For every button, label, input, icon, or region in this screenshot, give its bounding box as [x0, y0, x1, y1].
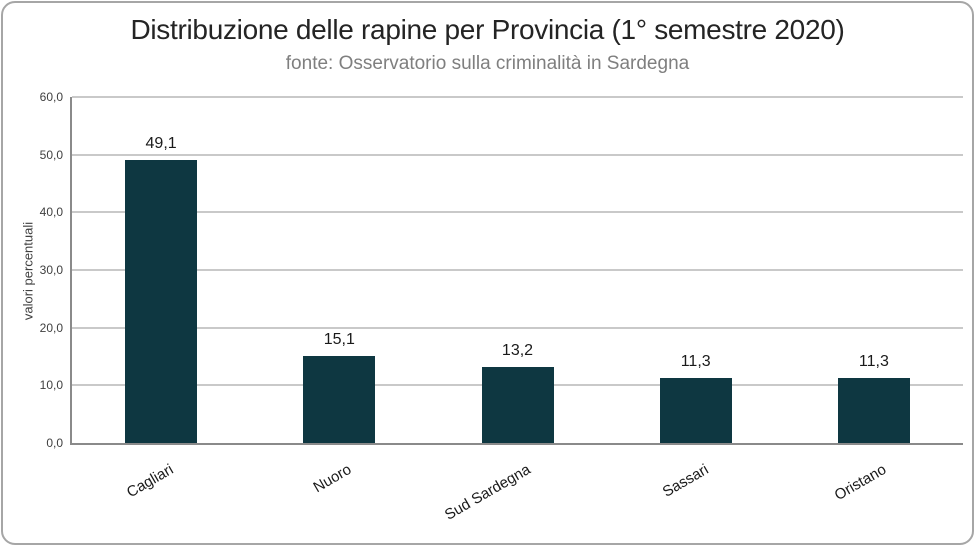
bar-value-label-sud-sardegna: 13,2	[501, 341, 534, 359]
gridline	[72, 326, 963, 329]
y-axis-line	[70, 97, 72, 443]
bar-oristano	[837, 377, 910, 443]
x-axis-line	[70, 443, 963, 445]
x-axis-label-cagliari: Cagliari	[124, 461, 177, 502]
y-axis-tick-label: 30,0	[39, 263, 63, 277]
bar-value-label-nuoro: 15,1	[323, 330, 355, 348]
bar-value-label-oristano: 11,3	[858, 352, 889, 370]
y-axis-tick-label: 0,0	[46, 436, 63, 450]
bar-value-label-cagliari: 49,1	[145, 134, 177, 152]
y-axis-tick-label: 40,0	[39, 205, 63, 220]
x-axis-label-nuoro: Nuoro	[310, 461, 355, 497]
y-axis-tick-label: 50,0	[39, 147, 63, 162]
bar-cagliari	[125, 159, 198, 443]
chart-title: Distribuzione delle rapine per Provincia…	[130, 14, 845, 45]
bar-sassari	[659, 377, 732, 443]
chart-subtitle: fonte: Osservatorio sulla criminalità in…	[285, 53, 690, 74]
x-axis-label-sassari: Sassari	[659, 461, 712, 501]
y-axis-tick-label: 20,0	[39, 320, 63, 335]
bar-sud-sardegna	[481, 366, 554, 443]
x-axis-label-oristano: Oristano	[831, 461, 890, 505]
gridline	[72, 269, 963, 271]
gridline	[72, 153, 963, 156]
gridline	[72, 96, 963, 98]
gridline	[72, 211, 963, 214]
bar-value-label-sassari: 11,3	[680, 352, 711, 370]
bar-nuoro	[303, 355, 376, 443]
x-axis-label-sud-sardegna: Sud Sardegna	[441, 461, 533, 524]
y-axis-tick-label: 60,0	[39, 90, 63, 104]
y-axis-tick-label: 10,0	[39, 378, 63, 393]
